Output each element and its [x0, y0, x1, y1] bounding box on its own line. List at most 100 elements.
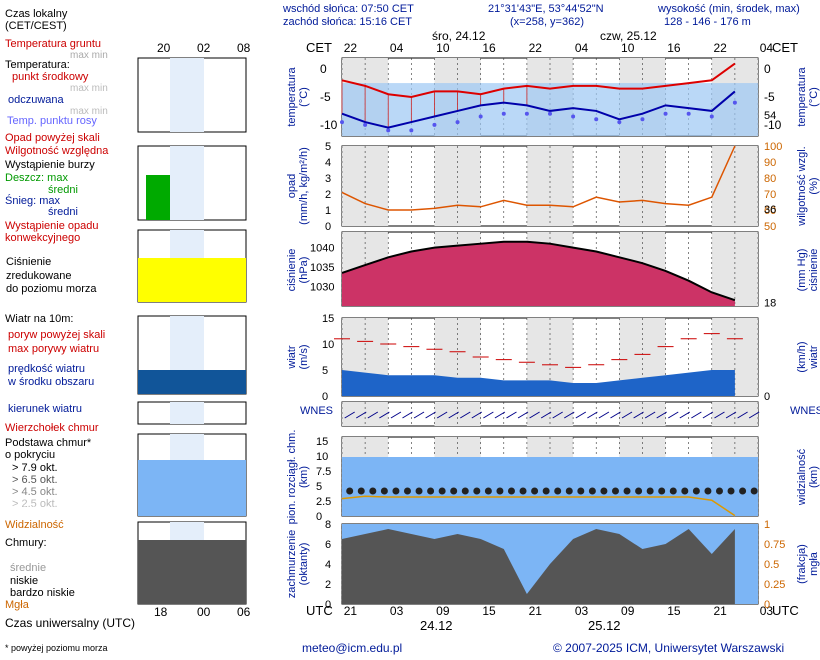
fog-tick: 0: [764, 599, 770, 611]
cloud-base-dot: [484, 487, 492, 495]
rain-tick: 5: [325, 141, 331, 153]
cloud-base-dot: [611, 487, 619, 495]
apparent-temp-line: [341, 90, 736, 129]
legend-wind4: prędkość wiatru: [8, 363, 85, 375]
legend-visibility: Widzialność: [5, 519, 64, 531]
wind-dir-arrow: [748, 411, 760, 419]
cover-tick: 6: [325, 539, 331, 551]
axis-label-wind_left: wiatr(m/s): [286, 344, 310, 369]
dewpoint-point: [501, 111, 506, 116]
legend-very-low: bardzo niskie: [10, 587, 75, 599]
wind-dir-arrow: [390, 411, 402, 419]
legend-time-local: Czas lokalny: [5, 8, 68, 20]
legend-high: wysokie: [9, 550, 49, 562]
legend-apparent: odczuwana: [8, 94, 65, 106]
wind-dir-arrow: [691, 411, 702, 419]
pressure-tick: 1030: [310, 282, 334, 294]
axis-label-rain_left: opad(mm/h, kg/m²/h): [286, 147, 310, 225]
legend-wind-dir: kierunek wiatru: [8, 403, 82, 415]
cloud-base-dot: [669, 487, 677, 495]
temp-tick-right: 0: [764, 62, 771, 76]
wind-tick: 5: [322, 365, 328, 377]
tick-utc: 03: [760, 604, 774, 618]
dewpoint-point: [363, 122, 368, 127]
temp-tick-left: 0: [320, 62, 327, 76]
axis-label-line: temperatura: [286, 66, 298, 126]
cloud-base-dot: [473, 487, 481, 495]
axis-label-line: (%): [808, 177, 820, 194]
humidity-tick: 90: [764, 157, 776, 169]
wind-dir-arrow: [587, 411, 598, 419]
cloud-base-dot: [519, 487, 527, 495]
wind-dir-arrow: [379, 411, 390, 419]
footer-email[interactable]: meteo@icm.edu.pl: [302, 641, 402, 655]
wind-dir-arrow: [725, 411, 737, 419]
axis-label-line: wilgotność wzgl.: [796, 146, 808, 226]
legend-low: niskie: [10, 575, 38, 587]
dewpoint-point: [548, 111, 552, 116]
date-bottom-day1: 24.12: [420, 618, 453, 633]
tick-cet: 04: [390, 41, 404, 55]
legend-rain-max: Deszcz: max: [5, 172, 68, 184]
cover-tick: 8: [325, 519, 331, 531]
cloud-base-dot: [750, 487, 758, 495]
legend-temp: Temperatura:: [5, 59, 70, 71]
dewpoint-point: [686, 111, 691, 116]
wind-dir-arrow: [714, 411, 725, 419]
wind-dir-arrow: [610, 411, 621, 419]
visibility-line: [341, 495, 736, 517]
wind-kmh-tick: 18: [764, 297, 776, 309]
axis-label-line: (km/h): [796, 341, 808, 372]
sunrise-text: wschód słońca: 07:50 CET: [282, 3, 414, 15]
legend-okt5: > 0.1 okt.: [12, 505, 58, 517]
cloud-base-dot: [554, 487, 562, 495]
legend-top-tick-2: 02: [197, 41, 211, 55]
cloud-base-dot: [531, 487, 539, 495]
dewpoint-point: [386, 128, 391, 133]
wind-dir-arrow: [564, 411, 575, 419]
cloud-tick: 7.5: [316, 466, 331, 478]
wind-dir-letters-right: WNES: [790, 405, 820, 417]
legend-snow-max: Śnieg: max: [5, 194, 61, 207]
rain-tick: 1: [325, 205, 331, 217]
pressure-line: [341, 240, 736, 302]
legend-utc: Czas uniwersalny (UTC): [5, 616, 135, 630]
cloud-base-dot: [427, 487, 435, 495]
cloud-base-dot: [565, 487, 573, 495]
axis-label-line: ciśnienie: [286, 249, 298, 292]
axis-label-line: pion. rozciągł. chm.: [286, 430, 298, 525]
dewpoint-point: [432, 122, 437, 127]
legend-ground-maxmin: max min: [70, 50, 108, 61]
axis-label-cloud_left: pion. rozciągł. chm.(km): [286, 430, 310, 525]
axis-label-line: (oktanty): [298, 543, 310, 586]
wind-dir-arrow: [494, 411, 506, 419]
dewpoint-point: [663, 111, 668, 116]
altitude-label: wysokość (min, środek, max): [657, 3, 800, 15]
axis-label-press_left: ciśnienie(hPa): [286, 249, 310, 292]
cloud-base-dot: [507, 487, 515, 495]
tick-cet: 04: [760, 41, 774, 55]
legend-cover-area: [138, 540, 246, 604]
wind-dir-arrow: [436, 411, 448, 419]
axis-label-line: zachmurzenie: [286, 530, 298, 598]
cloud-base-dot: [588, 487, 596, 495]
wind-dir-arrow: [702, 411, 714, 419]
axis-label-line: wiatr: [286, 345, 298, 370]
tick-utc: 15: [667, 604, 681, 618]
cloud-base-dot: [727, 487, 735, 495]
cloud-base-dot: [600, 487, 608, 495]
legend-clouds: Chmury:: [5, 537, 47, 549]
dewpoint-point: [732, 100, 737, 105]
cover-tick: 4: [325, 559, 331, 571]
cloud-base-dot: [496, 487, 504, 495]
grid-text: (x=258, y=362): [510, 16, 584, 28]
temp-tick-right: -5: [764, 90, 775, 104]
tick-utc: 21: [344, 604, 358, 618]
cloud-base-dot: [450, 487, 458, 495]
tick-cet: 22: [713, 41, 727, 55]
legend-apparent-maxmin: max min: [70, 106, 108, 117]
wind-dir-arrow: [656, 411, 667, 419]
legend-snow-mid: średni: [48, 206, 78, 218]
legend-wind3: max porywy wiatru: [8, 343, 99, 355]
temp-tick-right: -10: [764, 118, 782, 132]
